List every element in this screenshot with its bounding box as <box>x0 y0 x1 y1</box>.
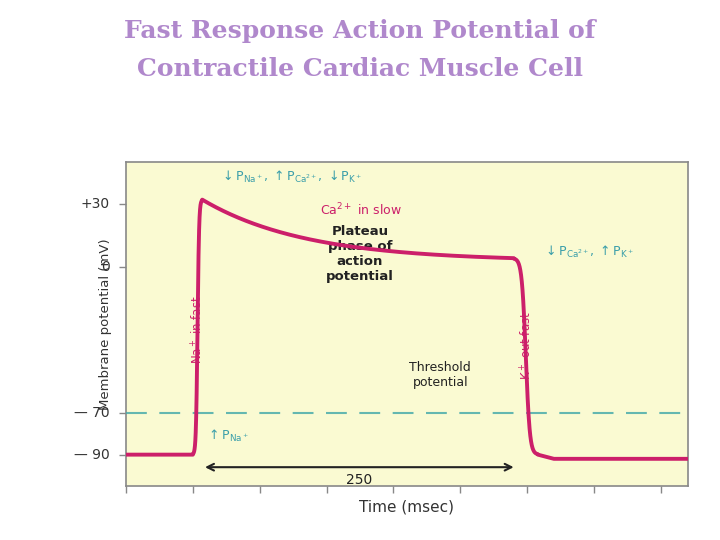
Text: Na$^+$ in fast: Na$^+$ in fast <box>191 295 206 363</box>
Y-axis label: Membrane potential (mV): Membrane potential (mV) <box>99 238 112 410</box>
Text: Fast Response Action Potential of: Fast Response Action Potential of <box>125 19 595 43</box>
Text: Threshold
potential: Threshold potential <box>410 361 471 389</box>
Text: Ca$^{2+}$ in slow: Ca$^{2+}$ in slow <box>320 202 402 219</box>
Text: — 70: — 70 <box>74 406 110 420</box>
Text: $\uparrow$P$_{\rm Na^+}$: $\uparrow$P$_{\rm Na^+}$ <box>206 428 249 444</box>
Text: 0: 0 <box>102 260 110 274</box>
Text: Contractile Cardiac Muscle Cell: Contractile Cardiac Muscle Cell <box>137 57 583 80</box>
Text: $\downarrow$P$_{\rm Ca^{2+}}$, $\uparrow$P$_{\rm K^+}$: $\downarrow$P$_{\rm Ca^{2+}}$, $\uparrow… <box>543 244 634 260</box>
Text: 250: 250 <box>346 474 372 488</box>
Text: Plateau
phase of
action
potential: Plateau phase of action potential <box>326 225 394 283</box>
Text: $\downarrow$P$_{\rm Na^+}$, $\uparrow$P$_{\rm Ca^{2+}}$, $\downarrow$P$_{\rm K^+: $\downarrow$P$_{\rm Na^+}$, $\uparrow$P$… <box>220 168 361 185</box>
Text: +30: +30 <box>81 197 110 211</box>
X-axis label: Time (msec): Time (msec) <box>359 500 454 515</box>
Text: — 90: — 90 <box>74 448 110 462</box>
Text: K$^+$ out fast: K$^+$ out fast <box>520 312 535 380</box>
